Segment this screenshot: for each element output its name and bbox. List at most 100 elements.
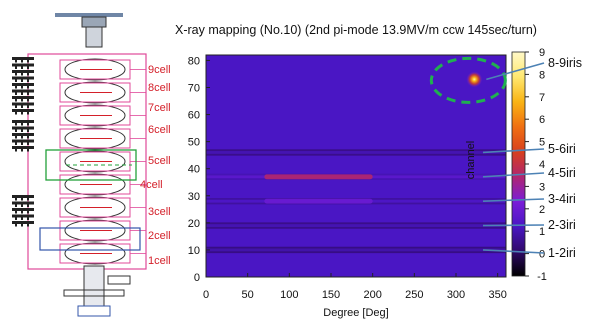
sensor-tick <box>15 198 17 201</box>
x-tick-label: 250 <box>405 289 423 301</box>
sensor-tick <box>21 99 23 102</box>
cell-label: 6cell <box>148 124 171 136</box>
sensor-tick <box>15 217 17 220</box>
coupler-port <box>107 275 131 285</box>
cavity-cell <box>64 242 126 265</box>
cavity-schematic <box>12 13 147 317</box>
beam-pipe-bottom <box>83 265 105 307</box>
sensor-tick <box>15 79 17 82</box>
sensor-tick <box>27 204 29 207</box>
sensor-bar <box>12 83 34 86</box>
iris-pointer-line <box>482 224 545 227</box>
sensor-bar <box>12 221 34 224</box>
sensor-bar <box>12 63 34 67</box>
cavity-cell <box>64 58 126 81</box>
sensor-bar <box>12 120 34 123</box>
band-ch19 <box>206 224 506 227</box>
y-tick-label: 10 <box>188 245 200 257</box>
sensor-tick <box>21 86 23 89</box>
x-axis-label: Degree [Deg] <box>323 307 388 319</box>
band-ch46 <box>206 151 506 154</box>
sensor-bar <box>12 201 34 205</box>
x-tick-label: 300 <box>447 289 465 301</box>
x-tick-label: 200 <box>363 289 381 301</box>
sensor-tick <box>15 149 17 152</box>
sensor-bar <box>12 76 34 80</box>
top-flange <box>55 13 123 17</box>
iris-label: 3-4iri <box>548 192 576 206</box>
sensor-tick <box>15 86 17 89</box>
colorbar-tick-label: 1 <box>539 226 545 238</box>
top-port <box>81 16 107 28</box>
colorbar-tick-label: 8 <box>539 69 545 81</box>
sensor-tick <box>15 105 17 108</box>
sensor-tick <box>27 79 29 82</box>
sensor-tick <box>15 224 17 227</box>
sensor-tick <box>15 211 17 214</box>
cavity-cell <box>64 81 126 104</box>
colorbar <box>511 51 526 277</box>
colorbar-tick-label: -1 <box>537 271 547 283</box>
sensor-tick <box>15 204 17 207</box>
lower-box <box>39 227 141 251</box>
bottom-flange <box>63 289 125 297</box>
sensor-tick <box>21 60 23 63</box>
iris-pointer-line <box>482 249 545 254</box>
sensor-tick <box>27 92 29 95</box>
sensor-tick <box>21 142 23 145</box>
sensor-tick <box>27 112 29 115</box>
sensor-bar <box>12 96 34 99</box>
sensor-tick <box>21 66 23 69</box>
iris-pointer-line <box>482 172 545 178</box>
y-tick-label: 40 <box>188 164 200 176</box>
sensor-tick <box>21 112 23 115</box>
sensor-tick <box>27 73 29 76</box>
colorbar-tick-label: 9 <box>539 47 545 59</box>
sensor-tick <box>27 66 29 69</box>
sensor-tick <box>15 92 17 95</box>
sensor-tick <box>21 73 23 76</box>
cell-label: 1cell <box>148 255 171 267</box>
sensor-tick <box>15 123 17 126</box>
sensor-bar <box>12 146 34 149</box>
sensor-tick <box>27 211 29 214</box>
sensor-tick <box>21 198 23 201</box>
sensor-bar <box>12 70 34 73</box>
sensor-bar <box>12 139 34 143</box>
y-axis-label: channel <box>465 141 477 180</box>
iris-label: 5-6iri <box>548 142 576 156</box>
cavity-cell <box>64 219 126 242</box>
y-tick-label: 70 <box>188 82 200 94</box>
sensor-bar <box>12 102 34 106</box>
cavity-cell <box>64 104 126 127</box>
sensor-bar <box>12 133 34 136</box>
sensor-tick <box>27 136 29 139</box>
colorbar-tick-label: 6 <box>539 114 545 126</box>
sensor-tick <box>27 123 29 126</box>
cell-label: 7cell <box>148 102 171 114</box>
band-ch10 <box>206 248 506 252</box>
cavity-cell <box>64 150 126 173</box>
cell-label: 9cell <box>148 64 171 76</box>
iris-pointer-line <box>482 148 545 154</box>
cell-label: 8cell <box>148 82 171 94</box>
colorbar-tick-label: 3 <box>539 181 545 193</box>
sensor-tick <box>15 142 17 145</box>
heatmap-background <box>206 55 506 277</box>
cell-label: 4cell <box>140 179 163 191</box>
sensor-tick <box>27 198 29 201</box>
cell-label: 2cell <box>148 230 171 242</box>
cavity-cell <box>64 196 126 219</box>
sensor-tick <box>21 211 23 214</box>
sensor-tick <box>27 99 29 102</box>
x-tick-label: 150 <box>322 289 340 301</box>
y-tick-label: 30 <box>188 191 200 203</box>
sensor-tick <box>15 129 17 132</box>
colorbar-tick-label: 0 <box>539 249 545 261</box>
sensor-tick <box>21 79 23 82</box>
chart-title: X-ray mapping (No.10) (2nd pi-mode 13.9M… <box>175 23 537 37</box>
sensor-tick <box>21 217 23 220</box>
y-tick-label: 80 <box>188 55 200 67</box>
x-tick-label: 50 <box>242 289 254 301</box>
sensor-tick <box>27 149 29 152</box>
